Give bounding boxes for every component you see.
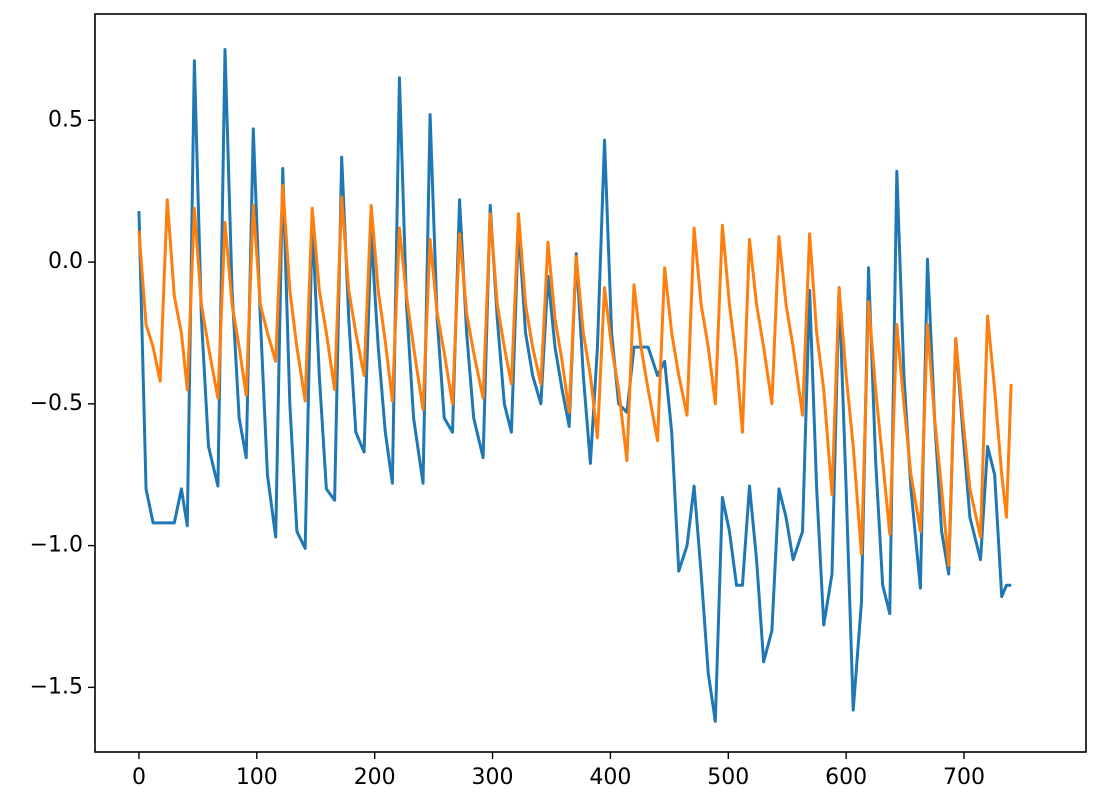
y-tick-label: −1.0 [30, 533, 83, 558]
x-tick-label: 400 [589, 765, 631, 790]
y-tick-label: −1.5 [30, 674, 83, 699]
x-tick-label: 0 [132, 765, 146, 790]
plot-frame [94, 13, 1087, 753]
x-tick-label: 700 [943, 765, 985, 790]
y-tick-label: 0.5 [48, 107, 83, 132]
line-series [137, 47, 1012, 723]
line-series [137, 184, 1013, 567]
x-tick-label: 500 [707, 765, 749, 790]
y-tick-label: −0.5 [30, 391, 83, 416]
x-tick-label: 600 [825, 765, 867, 790]
y-tick-label: 0.0 [48, 249, 83, 274]
x-tick-label: 200 [354, 765, 396, 790]
x-tick-label: 100 [236, 765, 278, 790]
x-tick-label: 300 [472, 765, 514, 790]
